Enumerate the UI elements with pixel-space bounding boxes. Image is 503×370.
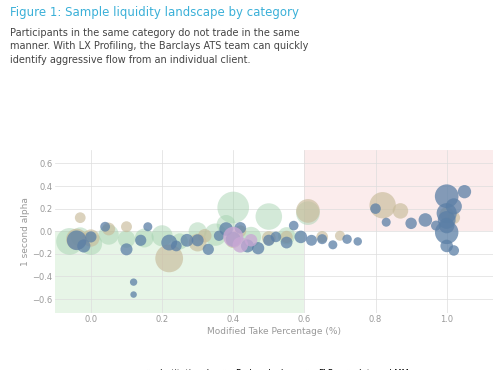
X-axis label: Modified Take Percentage (%): Modified Take Percentage (%) <box>207 327 341 336</box>
Point <box>336 233 344 239</box>
Point <box>304 208 312 214</box>
Point <box>194 240 202 246</box>
Point <box>176 239 184 245</box>
Point <box>76 234 85 240</box>
Point <box>165 240 173 246</box>
Point <box>236 242 244 248</box>
Point <box>443 217 451 223</box>
Point <box>354 239 362 245</box>
Point <box>87 241 95 247</box>
Point <box>265 213 273 219</box>
Point <box>382 219 390 225</box>
Point <box>272 234 280 240</box>
Point <box>265 237 273 243</box>
Point <box>130 292 138 297</box>
Point <box>318 236 326 242</box>
Point <box>130 279 138 285</box>
Point <box>229 237 237 243</box>
Point <box>229 236 237 242</box>
Point <box>432 223 440 229</box>
Text: Figure 1: Sample liquidity landscape by category: Figure 1: Sample liquidity landscape by … <box>10 6 299 18</box>
Point <box>140 235 148 241</box>
Point <box>450 204 458 209</box>
Point <box>72 236 80 242</box>
Point <box>211 232 219 238</box>
Point <box>105 226 113 232</box>
Point <box>137 237 145 243</box>
Point <box>450 248 458 253</box>
Point <box>450 215 458 221</box>
Point <box>72 237 80 243</box>
Point <box>76 215 85 221</box>
Point <box>265 235 273 241</box>
Point <box>222 226 230 232</box>
Point <box>343 236 351 242</box>
Point <box>379 202 387 208</box>
Point <box>183 237 191 243</box>
Point <box>247 237 255 243</box>
Point <box>158 233 166 239</box>
Y-axis label: 1 second alpha: 1 second alpha <box>21 197 30 266</box>
Point <box>247 234 255 240</box>
Point <box>229 205 237 211</box>
Point <box>443 243 451 249</box>
Point <box>165 255 173 261</box>
Bar <box>55 231 304 313</box>
Point <box>443 229 451 235</box>
Point <box>297 234 305 240</box>
Point <box>222 222 230 228</box>
Point <box>80 243 88 249</box>
Point <box>443 211 451 217</box>
Point <box>254 245 262 251</box>
Point <box>318 234 326 240</box>
Point <box>194 228 202 234</box>
Point <box>236 225 244 231</box>
Point <box>407 221 415 226</box>
Point <box>283 234 291 240</box>
Point <box>172 243 180 249</box>
Point <box>194 237 202 243</box>
Point <box>372 206 380 212</box>
Point <box>283 240 291 246</box>
Point <box>422 217 430 223</box>
Legend: Institutional, Broker-dealer, ELP, Internal MM: Institutional, Broker-dealer, ELP, Inter… <box>136 366 412 370</box>
Point <box>204 246 212 252</box>
Point <box>283 233 291 239</box>
Point <box>122 236 130 242</box>
Point <box>105 232 113 238</box>
Point <box>229 234 237 240</box>
Point <box>65 239 73 245</box>
Point <box>304 210 312 216</box>
Point <box>290 223 298 229</box>
Point <box>144 224 152 230</box>
Point <box>101 224 109 230</box>
Point <box>443 223 451 229</box>
Point <box>460 189 468 195</box>
Point <box>215 233 223 239</box>
Point <box>396 208 404 214</box>
Text: Participants in the same category do not trade in the same
manner. With LX Profi: Participants in the same category do not… <box>10 28 308 65</box>
Point <box>307 237 315 243</box>
Point <box>122 224 130 230</box>
Point <box>122 246 130 252</box>
Point <box>243 243 252 249</box>
Point <box>329 242 337 248</box>
Point <box>443 193 451 199</box>
Point <box>443 210 451 216</box>
Bar <box>304 150 493 231</box>
Point <box>87 235 95 241</box>
Point <box>201 233 209 239</box>
Point <box>236 228 244 234</box>
Point <box>87 234 95 240</box>
